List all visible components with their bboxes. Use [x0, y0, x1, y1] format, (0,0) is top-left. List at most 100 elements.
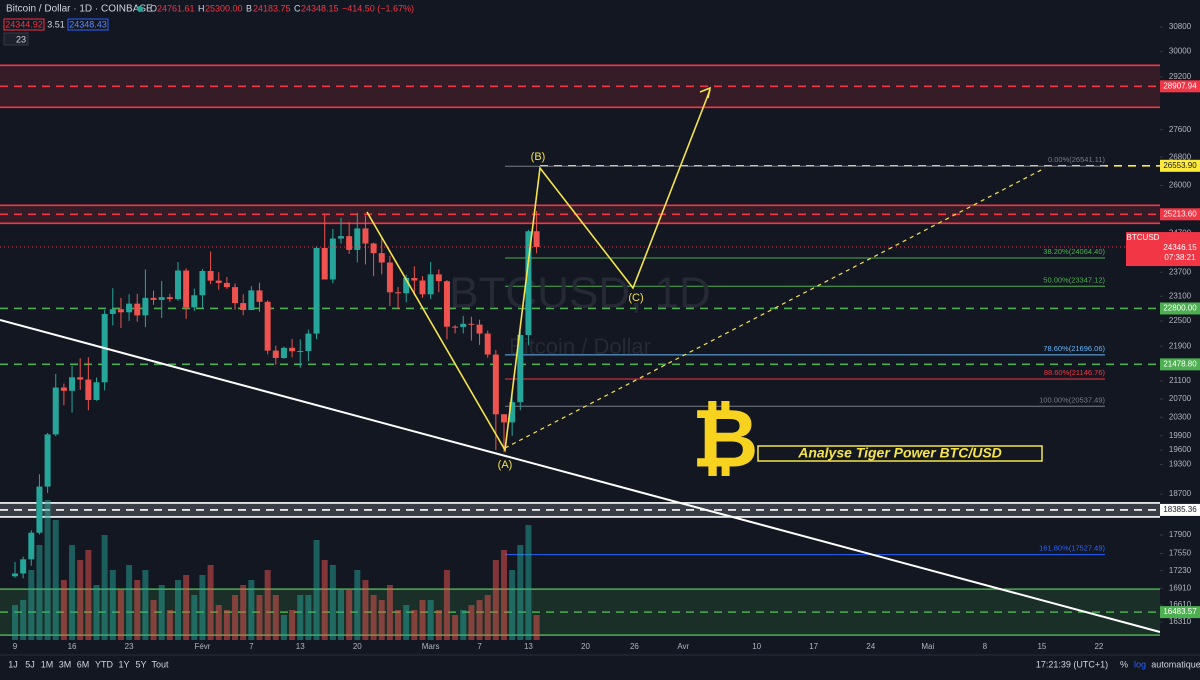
sell-box[interactable] — [3, 18, 45, 31]
level-tag — [1160, 606, 1200, 619]
y-tick-label: 30000 — [1169, 47, 1192, 56]
candle-body — [329, 238, 336, 280]
candle-body — [411, 277, 418, 281]
volume-bar — [305, 595, 312, 640]
indicator-toggle[interactable] — [3, 32, 29, 46]
watermark-sub: Bitcoin / Dollar — [509, 334, 651, 359]
volume-bar — [272, 595, 279, 640]
level-label: 16483.57 — [1163, 607, 1197, 616]
candle-body — [77, 377, 84, 380]
volume-bar — [183, 575, 190, 640]
spread: 3.51 — [47, 19, 65, 29]
candle-body — [175, 270, 181, 300]
candle-body — [248, 290, 255, 311]
sell-price[interactable]: 24344.92 — [5, 19, 43, 29]
volume-bar — [207, 565, 214, 640]
banner-text: Analyse Tiger Power BTC/USD — [797, 445, 1002, 461]
candle-body — [264, 301, 271, 351]
ohlc-key: C — [294, 3, 301, 13]
volume-bar — [28, 570, 35, 640]
ohlc-key: O — [150, 3, 157, 13]
range-button[interactable]: YTD — [95, 659, 114, 669]
trendline — [0, 319, 1161, 633]
range-button[interactable]: Tout — [151, 659, 169, 669]
candle-body — [346, 236, 353, 250]
candle-body — [272, 350, 279, 359]
level-tag — [1160, 80, 1200, 93]
volume-bar — [403, 605, 410, 640]
candle-body — [60, 387, 67, 391]
level-label: 21478.80 — [1163, 359, 1197, 368]
log-toggle[interactable]: log — [1134, 659, 1146, 669]
volume-bar — [248, 580, 255, 640]
x-tick-label: 15 — [1037, 642, 1046, 651]
y-tick-label: 17550 — [1169, 549, 1192, 558]
candle-body — [517, 335, 524, 403]
range-button[interactable]: 1J — [8, 659, 18, 669]
y-tick-label: 17900 — [1169, 530, 1192, 539]
candle-body — [232, 287, 239, 304]
range-button[interactable]: 1Y — [118, 659, 129, 669]
candle-body — [289, 347, 296, 352]
volume-bar — [85, 550, 92, 640]
last-price-symbol: BTCUSD — [1127, 233, 1160, 242]
candle-body — [427, 274, 434, 295]
y-tick-label: 19600 — [1169, 445, 1192, 454]
x-tick-label: 20 — [353, 642, 362, 651]
y-tick-label: 21900 — [1169, 341, 1192, 350]
percent-toggle[interactable]: % — [1120, 659, 1128, 669]
volume-bar — [134, 580, 141, 640]
x-tick-label: 8 — [983, 642, 988, 651]
ohlc-key: H — [198, 3, 205, 13]
candle-body — [20, 559, 27, 574]
range-button[interactable]: 5J — [25, 659, 35, 669]
y-tick-label: 18700 — [1169, 489, 1192, 498]
volume-bar — [69, 545, 76, 640]
volume-bar — [378, 600, 385, 640]
candle-body — [386, 262, 393, 293]
volume-bar — [533, 615, 540, 640]
indicator-count[interactable]: 23 — [16, 34, 26, 44]
volume-bar — [20, 600, 27, 640]
candle-body — [240, 303, 247, 311]
volume-bar — [435, 610, 442, 640]
buy-box[interactable] — [67, 18, 109, 31]
x-tick-label: 7 — [249, 642, 254, 651]
y-tick-label: 19300 — [1169, 460, 1192, 469]
candle-body — [476, 324, 483, 334]
volume-bar — [280, 615, 287, 640]
wave-path — [366, 89, 711, 453]
volume-bar — [460, 610, 467, 640]
candle-body — [12, 573, 18, 577]
range-button[interactable]: 3M — [59, 659, 72, 669]
volume-bar — [517, 545, 524, 640]
candle-body — [109, 309, 116, 314]
volume-bar — [297, 595, 304, 640]
y-tick-label: 30800 — [1169, 22, 1192, 31]
range-button[interactable]: 1M — [41, 659, 54, 669]
volume-bar — [232, 595, 239, 640]
candle-body — [280, 347, 287, 359]
range-button[interactable]: 6M — [77, 659, 90, 669]
candle-body — [166, 297, 173, 300]
ohlc-value: 24348.15 — [301, 3, 339, 13]
volume-bar — [289, 610, 296, 640]
candle-body — [403, 277, 410, 294]
candle-body — [468, 323, 475, 325]
volume-bar — [93, 585, 100, 640]
countdown: 07:38:21 — [1164, 253, 1196, 262]
buy-price[interactable]: 24348.43 — [69, 19, 107, 29]
x-tick-label: 22 — [1094, 642, 1103, 651]
level-tag — [1160, 159, 1200, 172]
candle-body — [28, 532, 35, 560]
ohlc-value: 25300.00 — [205, 3, 243, 13]
projection-line — [504, 167, 1046, 449]
volume-bar — [452, 615, 459, 640]
auto-toggle[interactable]: automatique — [1151, 659, 1200, 669]
ohlc-key: B — [246, 3, 252, 13]
volume-bar — [329, 565, 336, 640]
volume-bar — [338, 590, 344, 640]
wave-label: (C) — [628, 292, 643, 304]
range-button[interactable]: 5Y — [135, 659, 146, 669]
